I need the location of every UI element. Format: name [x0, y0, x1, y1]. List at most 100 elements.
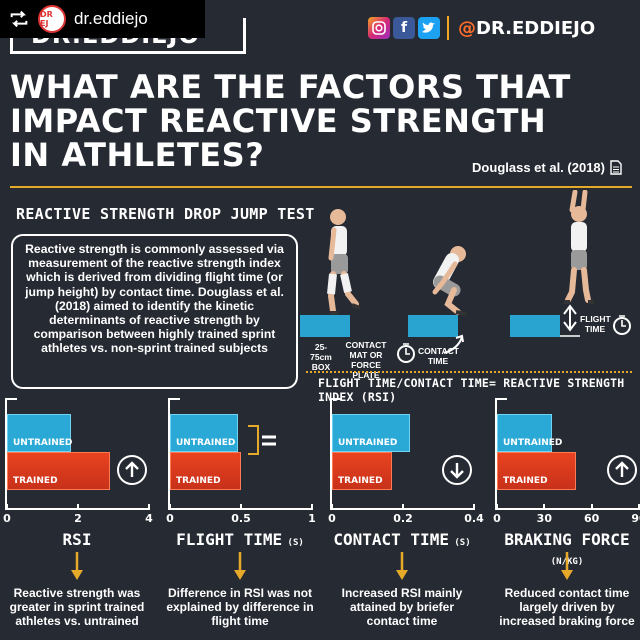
- flight-time-bar-untrained: UNTRAINED: [170, 414, 239, 452]
- braking-force-bar-trained: TRAINED: [497, 452, 576, 490]
- braking-force-finding: Reduced contact time largely driven by i…: [499, 586, 635, 628]
- plate-label: CONTACT MAT OR FORCE PLATE: [340, 340, 392, 380]
- braking-force-tick-mark: [543, 504, 546, 510]
- contact-time-y-axis: [330, 398, 332, 510]
- contact-time-top-rule: [330, 398, 342, 400]
- repost-username[interactable]: dr.eddiejo: [74, 9, 148, 28]
- braking-force-x-axis: [495, 508, 639, 510]
- section-divider: [10, 186, 632, 188]
- contact-time-tick-label: 0.4: [464, 512, 484, 525]
- drop-jump-diagram: [300, 190, 631, 363]
- flight-time-tick-mark: [240, 504, 242, 510]
- athlete-flight-figure: [564, 190, 594, 304]
- instagram-icon: [368, 17, 390, 39]
- rsi-down-arrow-icon: [71, 552, 83, 582]
- contact-mat-2: [510, 315, 560, 337]
- contact-time-tick-mark: [402, 504, 404, 510]
- flight-time-down-arrow-icon: [234, 552, 246, 582]
- flight-time-tick-label: 0.5: [231, 512, 251, 525]
- rsi-up-arrow-icon: [117, 455, 147, 485]
- contact-time-bar-trained: TRAINED: [332, 452, 393, 490]
- repost-icon: [10, 10, 28, 28]
- plate-label-line-3: FORCE PLATE: [351, 360, 381, 380]
- flight-time-y-axis: [168, 398, 170, 510]
- rsi-tick-mark: [148, 504, 150, 510]
- contact-time-panel-title: CONTACT TIME (S): [333, 530, 471, 549]
- contact-time-down-arrow-icon: [442, 455, 472, 485]
- handle-text: DR.EDDIEJO: [476, 17, 596, 39]
- braking-force-tick-label: 30: [536, 512, 552, 525]
- braking-force-down-arrow-icon: [561, 552, 573, 582]
- contact-time-tick-label: 0: [328, 512, 336, 525]
- box-label-line-2: BOX: [311, 362, 331, 372]
- citation: Douglass et al. (2018): [472, 160, 622, 175]
- contact-time-tick-mark: [331, 504, 333, 510]
- contact-time-finding: Increased RSI mainly attained by briefer…: [341, 586, 463, 628]
- title-line-1: WHAT ARE THE FACTORS THAT: [10, 68, 571, 106]
- flight-time-finding: Difference in RSI was not explained by d…: [166, 586, 314, 628]
- stopwatch-icon-2: [613, 315, 631, 335]
- flight-time-bar-trained: TRAINED: [170, 452, 241, 490]
- title-line-3: IN ATHLETES?: [10, 136, 265, 174]
- braking-force-tick-label: 90: [631, 512, 640, 525]
- formula-divider: [306, 371, 632, 373]
- contact-time-bar-untrained: UNTRAINED: [332, 414, 411, 452]
- athlete-standing-figure: [327, 209, 361, 315]
- test-title: REACTIVE STRENGTH DROP JUMP TEST: [16, 205, 315, 223]
- rsi-tick-label: 0: [3, 512, 11, 525]
- braking-force-up-arrow-icon: [607, 455, 637, 485]
- athlete-crouch-figure: [432, 246, 467, 316]
- stopwatch-icon: [397, 343, 415, 363]
- contact-mat: [408, 315, 458, 337]
- flight-time-unit: (S): [282, 538, 304, 548]
- contact-time-tick-label: 0.2: [393, 512, 413, 525]
- flight-time-tick-label: 1: [308, 512, 316, 525]
- contact-time-unit: (S): [448, 538, 471, 548]
- rsi-formula: FLIGHT TIME/CONTACT TIME= REACTIVE STREN…: [318, 376, 625, 404]
- braking-force-tick-label: 60: [584, 512, 600, 525]
- plate-label-line-2: MAT OR: [349, 350, 383, 360]
- avatar[interactable]: DR EJ: [38, 5, 66, 33]
- rsi-y-axis: [5, 398, 7, 510]
- contact-time-down-arrow-icon: [396, 552, 408, 582]
- info-box: Reactive strength is commonly assessed v…: [11, 234, 298, 389]
- social-bar: f @DR.EDDIEJO: [368, 16, 595, 40]
- rsi-tick-mark: [6, 504, 8, 510]
- braking-force-y-axis: [495, 398, 497, 510]
- rsi-bar-untrained: UNTRAINED: [7, 414, 72, 452]
- title-line-2: IMPACT REACTIVE STRENGTH: [10, 102, 547, 140]
- rsi-tick-mark: [77, 504, 79, 510]
- braking-force-tick-mark: [590, 504, 593, 510]
- flight-time-panel-title: FLIGHT TIME (S): [176, 530, 304, 549]
- rsi-bar-trained: TRAINED: [7, 452, 110, 490]
- flight-time-tick-mark: [311, 504, 313, 510]
- braking-force-bar-untrained: UNTRAINED: [497, 414, 562, 452]
- braking-force-top-rule: [495, 398, 507, 400]
- flight-time-tick-label: 0: [166, 512, 174, 525]
- braking-force-tick-mark: [638, 504, 640, 510]
- rsi-tick-label: 2: [74, 512, 82, 525]
- at-symbol: @: [458, 17, 476, 39]
- contact-time-tick-mark: [473, 504, 475, 510]
- contact-time-line-2: TIME: [427, 356, 449, 366]
- twitter-icon: [418, 17, 440, 39]
- rsi-panel-title: RSI: [62, 530, 92, 549]
- box-label-line-1: 25-75cm: [310, 342, 332, 362]
- flight-time-line-2: TIME: [584, 324, 606, 334]
- facebook-icon: f: [393, 17, 415, 39]
- contact-time-line-1: CONTACT: [418, 346, 459, 356]
- braking-force-tick-mark: [496, 504, 498, 510]
- box-label: 25-75cm BOX: [304, 342, 338, 372]
- page-title: WHAT ARE THE FACTORS THAT IMPACT REACTIV…: [10, 70, 630, 172]
- contact-time-label: CONTACT TIME: [418, 346, 459, 366]
- rsi-tick-label: 4: [145, 512, 153, 525]
- rsi-top-rule: [5, 398, 17, 400]
- flight-time-label: FLIGHT TIME: [580, 314, 611, 334]
- citation-text: Douglass et al. (2018): [472, 160, 605, 175]
- social-handle: @DR.EDDIEJO: [458, 18, 595, 39]
- plate-label-line-1: CONTACT: [345, 340, 387, 350]
- repost-bar: DR EJ dr.eddiejo: [0, 0, 205, 38]
- avatar-text: DR EJ: [40, 10, 53, 28]
- curved-arrow: [443, 336, 463, 354]
- flight-arrow: [563, 304, 577, 332]
